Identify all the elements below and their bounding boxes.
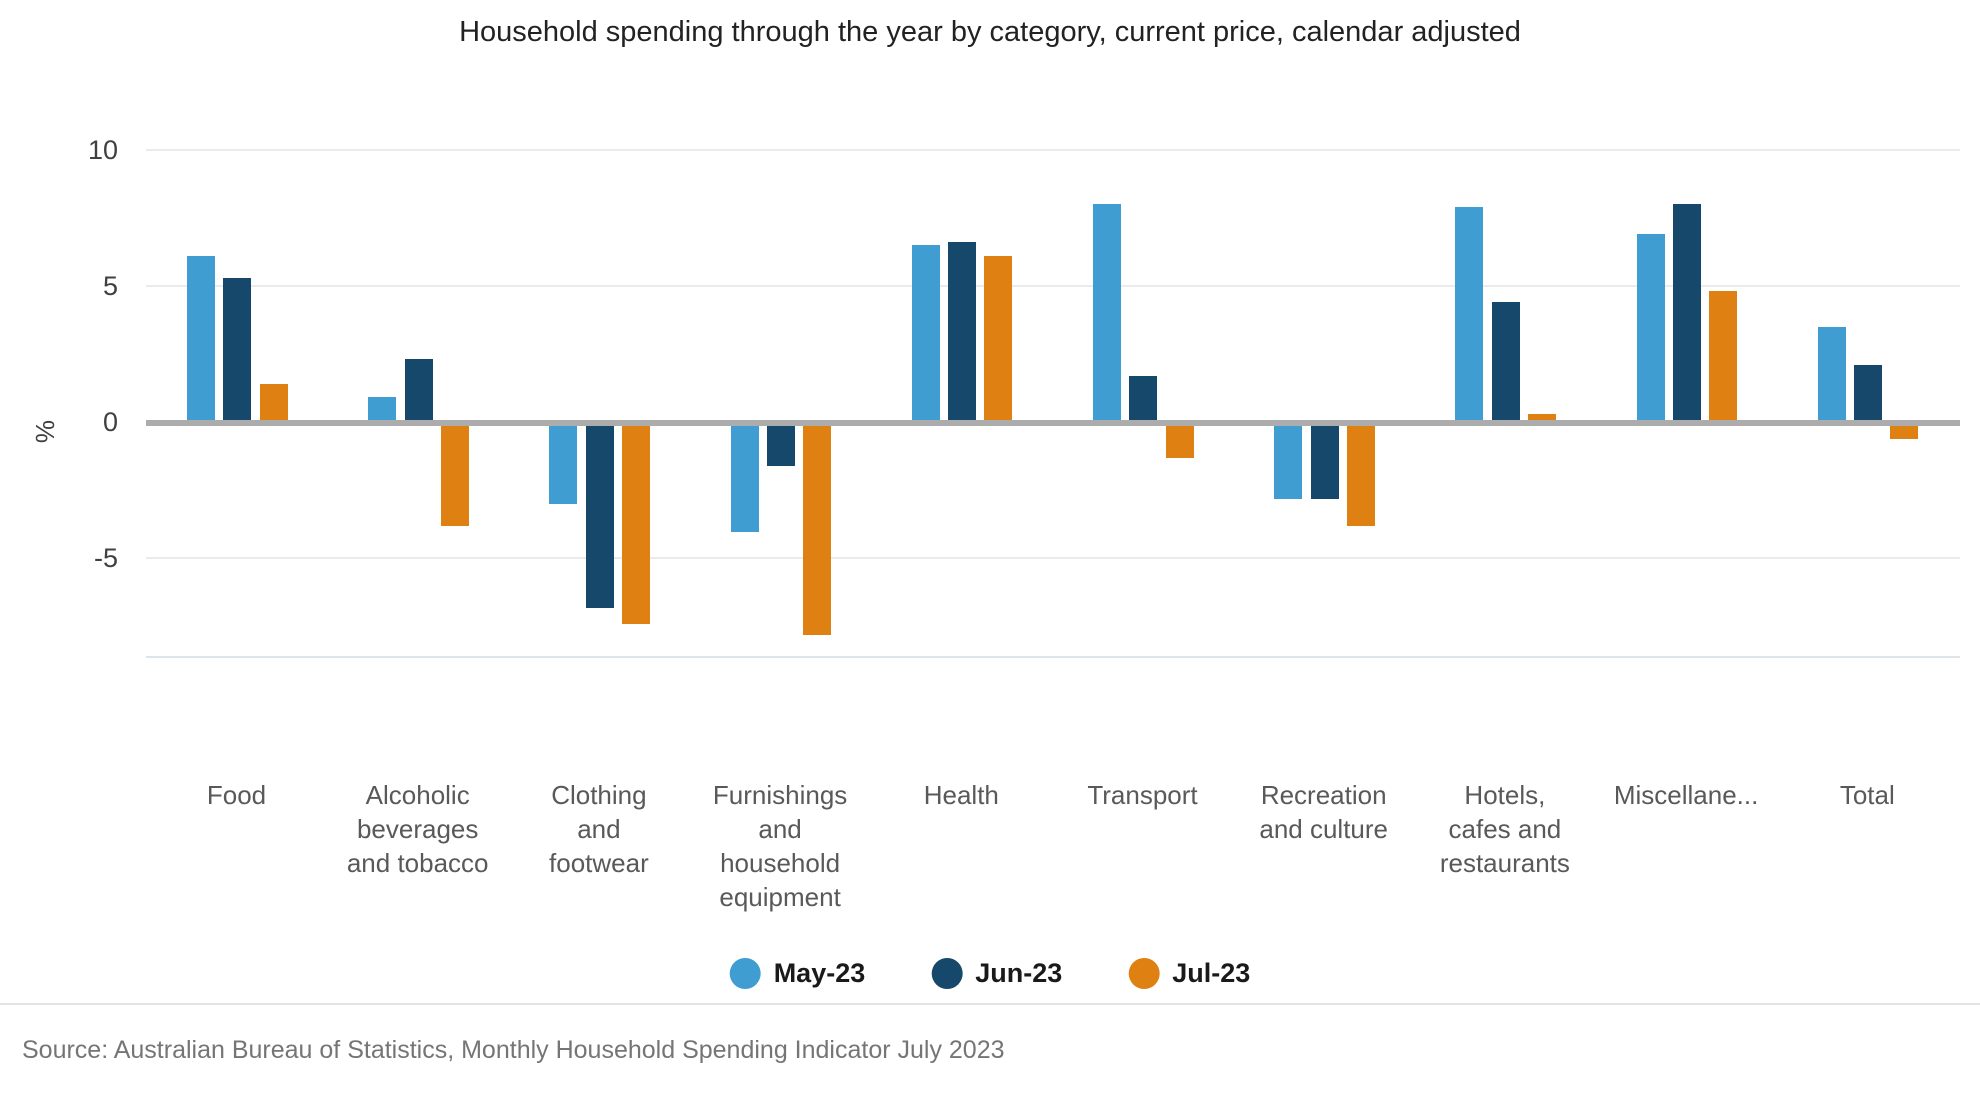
bar-jul-23-furnishings[interactable]: [803, 426, 832, 636]
bar-jul-23-total[interactable]: [1890, 426, 1919, 440]
x-category-label-health: Health: [923, 780, 999, 810]
x-category-label-total: Total: [1839, 780, 1895, 810]
gridline-5: [146, 284, 1960, 287]
legend-swatch-icon: [729, 958, 761, 989]
x-category-label-alcoholic: Alcoholic beverages and tobacco: [346, 780, 489, 878]
bar-may-23-clothing[interactable]: [549, 426, 578, 505]
x-category-label-transport: Transport: [1087, 780, 1198, 810]
y-tick-label--5: -5: [93, 543, 118, 574]
bar-jun-23-furnishings[interactable]: [766, 426, 795, 467]
footer-divider: [0, 1003, 1980, 1005]
y-tick-label-5: 5: [102, 270, 118, 301]
x-category-label-clothing: Clothing and footwear: [549, 780, 649, 878]
bar-jun-23-total[interactable]: [1854, 364, 1883, 420]
legend-label: Jul-23: [1172, 958, 1251, 988]
legend-item-jun-23[interactable]: Jun-23: [931, 958, 1062, 989]
bar-jun-23-alcoholic[interactable]: [404, 359, 433, 420]
x-category-label-recreation: Recreation and culture: [1259, 780, 1389, 844]
bar-jul-23-miscellane[interactable]: [1709, 291, 1738, 420]
bar-may-23-recreation[interactable]: [1274, 426, 1303, 500]
legend-swatch-icon: [931, 958, 963, 989]
bar-jun-23-recreation[interactable]: [1310, 426, 1339, 500]
chart-legend: May-23 Jun-23 Jul-23: [729, 958, 1250, 989]
x-category-label-food: Food: [206, 780, 267, 810]
bar-jun-23-health[interactable]: [948, 242, 977, 420]
bar-jun-23-clothing[interactable]: [585, 426, 614, 609]
legend-item-may-23[interactable]: May-23: [729, 958, 866, 989]
gridline-10: [146, 148, 1960, 151]
bar-may-23-furnishings[interactable]: [730, 426, 759, 532]
legend-swatch-icon: [1128, 958, 1160, 989]
y-tick-label-0: 0: [102, 407, 118, 437]
legend-item-jul-23[interactable]: Jul-23: [1128, 958, 1250, 989]
bar-may-23-hotels[interactable]: [1455, 206, 1484, 420]
bar-jul-23-clothing[interactable]: [622, 426, 650, 625]
bar-may-23-health[interactable]: [911, 244, 940, 420]
bar-jun-23-food[interactable]: [223, 277, 252, 420]
bar-jun-23-hotels[interactable]: [1491, 302, 1520, 420]
bar-may-23-miscellane[interactable]: [1636, 233, 1665, 420]
gridline--5: [146, 557, 1960, 560]
bar-jun-23-miscellane[interactable]: [1672, 204, 1701, 420]
legend-label: May-23: [773, 958, 866, 988]
source-note: Source: Australian Bureau of Statistics,…: [22, 1036, 1005, 1064]
bar-jul-23-recreation[interactable]: [1346, 426, 1375, 527]
bar-jul-23-transport[interactable]: [1165, 426, 1194, 459]
y-axis-title: %: [30, 419, 61, 444]
bar-may-23-alcoholic[interactable]: [368, 397, 397, 420]
bar-jun-23-transport[interactable]: [1129, 375, 1158, 420]
bar-may-23-food[interactable]: [187, 255, 215, 420]
x-category-label-miscellane: Miscellane...: [1613, 780, 1759, 810]
bar-jul-23-alcoholic[interactable]: [440, 426, 469, 527]
bar-jul-23-hotels[interactable]: [1528, 413, 1556, 420]
bar-jul-23-food[interactable]: [259, 383, 288, 420]
y-tick-label-10: 10: [87, 134, 118, 165]
x-axis-bottom-line: [146, 656, 1960, 658]
zero-axis-line: [146, 420, 1960, 426]
x-category-label-hotels: Hotels, cafes and restaurants: [1439, 780, 1570, 878]
bar-may-23-total[interactable]: [1817, 326, 1846, 420]
bar-jul-23-health[interactable]: [984, 255, 1013, 420]
legend-label: Jun-23: [975, 958, 1063, 988]
x-category-label-furnishings: Furnishings and household equipment: [712, 780, 848, 912]
bar-may-23-transport[interactable]: [1093, 204, 1121, 420]
chart-title: Household spending through the year by c…: [459, 16, 1521, 48]
